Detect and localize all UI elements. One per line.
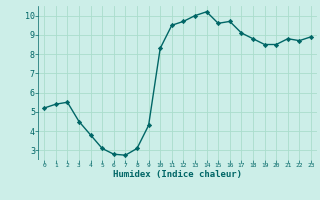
- X-axis label: Humidex (Indice chaleur): Humidex (Indice chaleur): [113, 170, 242, 179]
